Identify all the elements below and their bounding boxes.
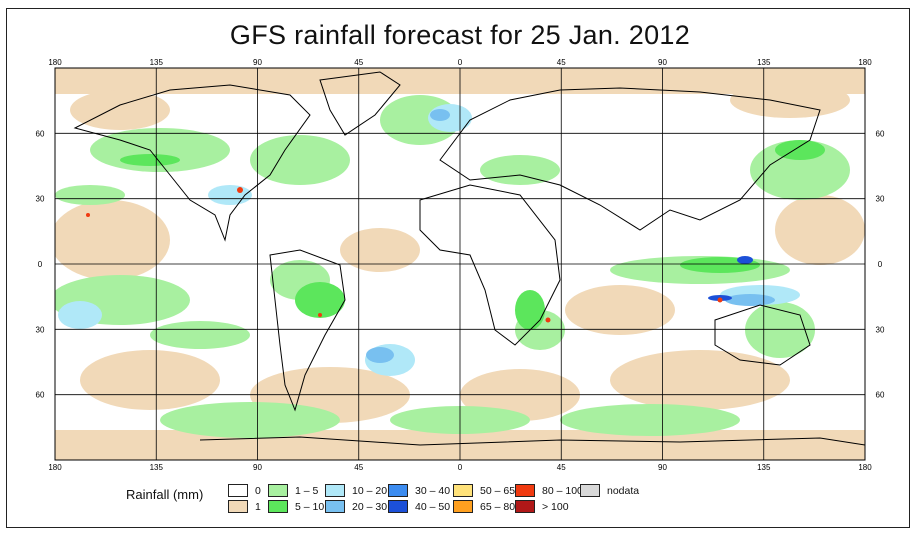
- lon-tick-label: 0: [458, 463, 463, 472]
- legend-label: 1 – 5: [295, 485, 319, 497]
- latitude-labels-left: 60 30 0 30 60: [36, 129, 45, 399]
- lat-tick-label: 30: [36, 325, 45, 334]
- lon-tick-label: 45: [354, 463, 363, 472]
- figure-frame: [6, 8, 910, 528]
- longitude-labels-bottom: 180 135 90 45 0 45 90 135 180: [48, 463, 872, 472]
- legend-swatch: [268, 500, 288, 513]
- lon-tick-label: 90: [253, 58, 262, 67]
- legend-label: > 100: [542, 501, 569, 513]
- antarctica-outline: [199, 436, 865, 446]
- australia-outline: [714, 304, 811, 366]
- lat-tick-label: 60: [876, 391, 885, 400]
- lon-tick-label: 90: [253, 463, 262, 472]
- legend-label: 5 – 10: [295, 501, 325, 513]
- eurasia-outline: [439, 87, 821, 231]
- lon-tick-label: 0: [458, 58, 463, 67]
- lat-tick-label: 0: [878, 260, 883, 269]
- lon-tick-label: 135: [757, 463, 771, 472]
- rainfall-field: [55, 68, 865, 460]
- lon-tick-label: 90: [658, 58, 667, 67]
- lon-tick-label: 45: [557, 58, 566, 67]
- greenland-outline: [319, 71, 401, 136]
- lon-tick-label: 45: [557, 463, 566, 472]
- north-america-outline: [73, 84, 311, 242]
- lon-tick-label: 135: [150, 58, 164, 67]
- legend-swatch: [325, 484, 345, 497]
- legend-label: 30 – 40: [415, 485, 451, 497]
- legend-swatch: [228, 484, 248, 497]
- coastlines: [73, 71, 865, 446]
- lat-tick-label: 30: [876, 195, 885, 204]
- lat-tick-label: 60: [36, 391, 45, 400]
- rain-1mm-areas: [55, 68, 865, 460]
- legend-label: 1: [255, 501, 261, 513]
- lon-tick-label: 45: [354, 58, 363, 67]
- lon-tick-label: 180: [48, 58, 62, 67]
- lat-tick-label: 30: [36, 195, 45, 204]
- lat-tick-label: 60: [876, 129, 885, 138]
- legend-swatch: [515, 484, 535, 497]
- legend-swatch: [228, 500, 248, 513]
- legend-label: 20 – 30: [352, 501, 388, 513]
- latitude-labels-right: 60 30 0 30 60: [876, 129, 885, 399]
- rainfall-map: 180 135 90 45 0 45 90 135 180 180 135 90 45 0 45 90 135…: [36, 58, 885, 472]
- legend-label: 10 – 20: [352, 485, 388, 497]
- legend-swatch: [325, 500, 345, 513]
- lat-tick-label: 0: [38, 260, 43, 269]
- legend-label: 50 – 65: [480, 485, 516, 497]
- lon-tick-label: 135: [150, 463, 164, 472]
- legend-title: Rainfall (mm): [126, 487, 204, 502]
- lat-tick-label: 60: [36, 129, 45, 138]
- rain-80-100mm-areas: [86, 187, 723, 323]
- lon-tick-label: 180: [858, 463, 872, 472]
- legend-label: 65 – 80: [480, 501, 516, 513]
- rain-5-10mm-areas: [120, 140, 825, 330]
- legend-label: 0: [255, 485, 261, 497]
- legend-swatch: [388, 484, 408, 497]
- rainfall-legend: Rainfall (mm) 0 1 1 – 5 5 – 10 10 – 20 20 – 3…: [0, 484, 920, 520]
- legend-swatch: [580, 484, 600, 497]
- legend-label: 80 – 100: [542, 485, 583, 497]
- map-title: GFS rainfall forecast for 25 Jan. 2012: [229, 20, 691, 50]
- legend-swatch: [453, 484, 473, 497]
- legend-label: nodata: [607, 485, 640, 497]
- lon-tick-label: 90: [658, 463, 667, 472]
- africa-outline: [419, 184, 561, 346]
- longitude-labels-top: 180 135 90 45 0 45 90 135 180: [48, 58, 872, 67]
- map-border: [54, 67, 866, 461]
- legend-swatch: [268, 484, 288, 497]
- legend-swatch: [453, 500, 473, 513]
- legend-label: 40 – 50: [415, 501, 451, 513]
- lon-tick-label: 135: [757, 58, 771, 67]
- legend-swatch: [388, 500, 408, 513]
- legend-swatch: [515, 500, 535, 513]
- south-america-outline: [269, 249, 346, 412]
- lat-tick-label: 30: [876, 325, 885, 334]
- lon-tick-label: 180: [858, 58, 872, 67]
- graticule: [55, 68, 865, 460]
- rain-20-30mm-areas: [366, 109, 775, 363]
- lon-tick-label: 180: [48, 463, 62, 472]
